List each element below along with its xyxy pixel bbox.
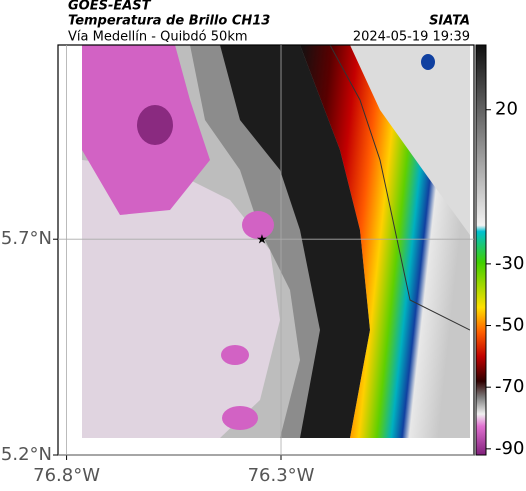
- location-marker: ★: [256, 233, 268, 248]
- colorbar: [475, 44, 487, 456]
- colorbar-tick-label: 20: [495, 99, 518, 120]
- location: Vía Medellín - Quibdó 50km: [68, 30, 248, 45]
- subtitle: Temperatura de Brillo CH13: [68, 14, 270, 29]
- colorbar-tick-label: -30: [495, 253, 524, 274]
- colorbar-tick-label: -50: [495, 315, 524, 336]
- datetime: 2024-05-19 19:39: [353, 30, 470, 45]
- x-tick-label: 76.3°W: [248, 465, 315, 486]
- source: SIATA: [429, 14, 470, 29]
- colorbar-tick-label: -70: [495, 376, 524, 397]
- y-tick-label: 5.7°N: [1, 228, 52, 249]
- title: GOES-EAST: [68, 0, 152, 14]
- y-tick-label: 5.2°N: [1, 444, 52, 465]
- brightness-field: [82, 45, 470, 438]
- x-tick-label: 76.8°W: [33, 465, 100, 486]
- colorbar-tick-label: -90: [495, 438, 524, 459]
